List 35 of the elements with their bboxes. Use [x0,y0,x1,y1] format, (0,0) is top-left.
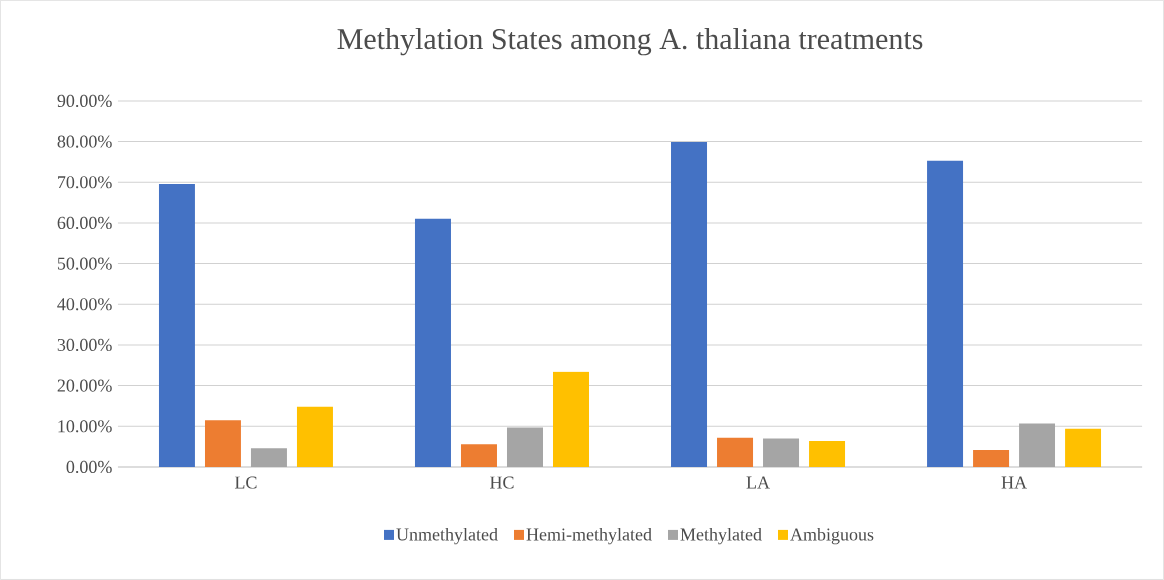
y-tick-label: 70.00% [58,176,112,189]
bar [1065,428,1102,468]
bar [296,406,333,468]
y-tick-label: 10.00% [58,420,112,433]
bar [553,371,590,468]
y-tick-label: 30.00% [57,338,112,352]
bar [506,427,543,468]
bar [809,440,846,468]
x-tick-label: LC [234,476,257,489]
y-tick-label: 50.00% [57,257,112,270]
bar [763,438,800,468]
bar [671,142,708,468]
y-tick-label: 20.00% [57,379,112,392]
bar [460,444,497,468]
bar [717,437,754,468]
y-tick-label: 0.00% [66,460,112,474]
bar [158,183,195,468]
bar [204,420,241,468]
bar [927,160,964,468]
chart-title: Methylation States among A. thaliana treatments [337,28,923,56]
y-tick-label: 90.00% [57,94,112,108]
y-tick-label: 80.00% [57,135,112,148]
legend-label: Methylated [680,527,762,545]
x-tick-label: HC [490,476,514,489]
legend-label: Unmethylated [396,527,498,545]
bar [250,448,287,468]
bar [414,218,451,468]
bar [973,449,1010,468]
y-tick-label: 40.00% [57,298,112,311]
bar [1019,423,1056,468]
legend-label: Hemi-methylated [526,527,652,545]
y-tick-label: 60.00% [57,216,112,230]
x-tick-label: HA [1001,476,1027,489]
legend-label: Ambiguous [790,527,874,545]
x-tick-label: LA [746,476,770,489]
